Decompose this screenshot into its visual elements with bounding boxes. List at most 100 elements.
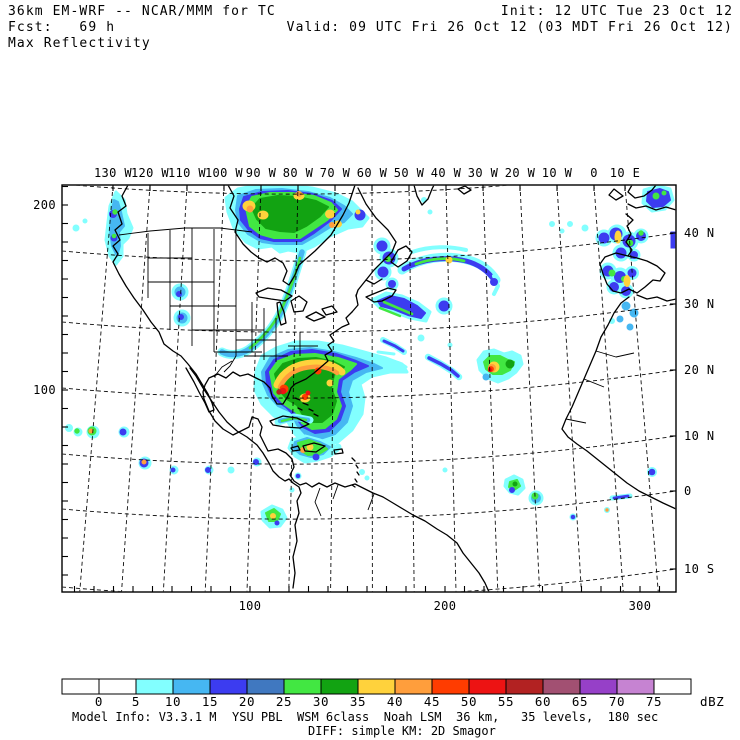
reflectivity-blobs [65,185,676,529]
lesser-antilles [351,457,360,488]
colorbar-cell [209,678,248,695]
colorbar-cell [616,678,655,695]
meridian-line [121,185,151,592]
colorbar-tick-label: 25 [276,694,292,709]
top-axis-label: 60 W [357,166,388,180]
meridian-line [408,185,415,592]
colorbar-cell [579,678,618,695]
top-axis-label: 80 W [283,166,314,180]
colorbar-cell [61,678,100,695]
cuba [269,415,310,429]
uk-ireland [608,185,657,201]
colorbar-cell [320,678,359,695]
colorbar-tick-label: 75 [646,694,662,709]
parallel-line [62,232,676,262]
north-europe-coast [625,203,676,257]
field-name: Max Reflectivity [8,36,151,51]
hudson-bay [227,185,356,286]
colorbar-cell [653,678,692,695]
left-axis-label: 100 [33,383,56,397]
meridian-line [246,185,262,592]
colorbar-cell [283,678,322,695]
meridian-line [162,185,188,592]
colorbar-tick-label: 70 [609,694,625,709]
colorbar-tick-label: 55 [498,694,514,709]
meridian-line [556,185,582,592]
colorbar-tick-label: 20 [239,694,255,709]
colorbar-cell [505,678,544,695]
parallel-line [62,490,676,520]
map-frame [61,184,677,593]
physics-options: YSU PBL WSM 6class Noah LSM 36 km, 35 le… [232,710,658,724]
colorbar-cell [172,678,211,695]
colorbar-tick-label: 65 [572,694,588,709]
parallel-line [62,303,676,333]
mexico-central-south-america-west-coast [189,367,302,589]
meridian-line [204,185,225,592]
newfoundland [390,245,413,268]
colorbar-cell [98,678,137,695]
bottom-axis-label: 300 [629,599,652,613]
labrador-quebec-coast [355,187,397,297]
meridian-line [288,185,299,592]
top-axis-label: 10 E [610,166,641,180]
parallel-line [76,185,508,195]
top-axis-label: 10 W [542,166,573,180]
top-axis-label: 20 W [505,166,536,180]
top-axis-label: 90 W [246,166,277,180]
top-axis-label: 100 W [205,166,243,180]
colorbar-tick-label: 30 [313,694,329,709]
jamaica [290,445,301,452]
iberia [599,252,666,294]
meridian-line [519,185,541,592]
top-axis-label: 50 W [394,166,425,180]
colorbar: 0 5 10 15 20 25 30 35 40 45 50 55 60 65 70 75 dBZ [61,678,724,709]
colorbar-cell [431,678,470,695]
colorbar-cell [357,678,396,695]
colorbar-tick-label: 60 [535,694,551,709]
diffusion-options: DIFF: simple KM: 2D Smagor [308,724,496,738]
us-east-gulf-caribbean-coast [202,311,490,592]
bahamas [294,397,319,417]
canada-us-border [118,227,253,236]
st-lawrence [365,278,383,285]
meridian-line [624,185,659,592]
colorbar-tick-label: 0 [95,694,103,709]
great-lakes [255,287,338,326]
nova-scotia [365,287,397,303]
meridian-line [445,185,457,592]
coastlines [112,185,676,592]
top-axis-label: 110 W [168,166,206,180]
colorbar-cell [394,678,433,695]
bottom-axis-label: 100 [239,599,262,613]
north-africa-med-coast [636,294,676,302]
hispaniola [302,442,326,453]
parallel-line [62,568,676,592]
model-info: Model Info: V3.3.1 M [72,710,217,724]
forecast-hour: Fcst: 69 h [8,20,116,35]
colorbar-cell [246,678,285,695]
meridian-line [593,185,624,592]
iceland [457,185,472,195]
colorbar-tick-label: 50 [461,694,477,709]
right-axis-label: 20 N [684,363,715,377]
colorbar-tick-label: 15 [202,694,218,709]
us-state-borders [147,228,318,378]
puerto-rico [333,448,344,455]
init-time: Init: 12 UTC Tue 23 Oct 12 [500,4,733,19]
west-africa-coast [561,296,676,510]
top-axis-label: 30 W [468,166,499,180]
colorbar-tick-label: 45 [424,694,440,709]
top-axis-label: 70 W [320,166,351,180]
valid-time: Valid: 09 UTC Fri 26 Oct 12 (03 MDT Fri … [286,20,733,35]
meridian-line [79,185,114,592]
greenland-tip [413,185,435,206]
colorbar-unit: dBZ [700,694,724,709]
colorbar-tick-label: 10 [165,694,181,709]
meridian-line [482,185,499,592]
south-america-borders [314,484,375,517]
colorbar-cell [135,678,174,695]
